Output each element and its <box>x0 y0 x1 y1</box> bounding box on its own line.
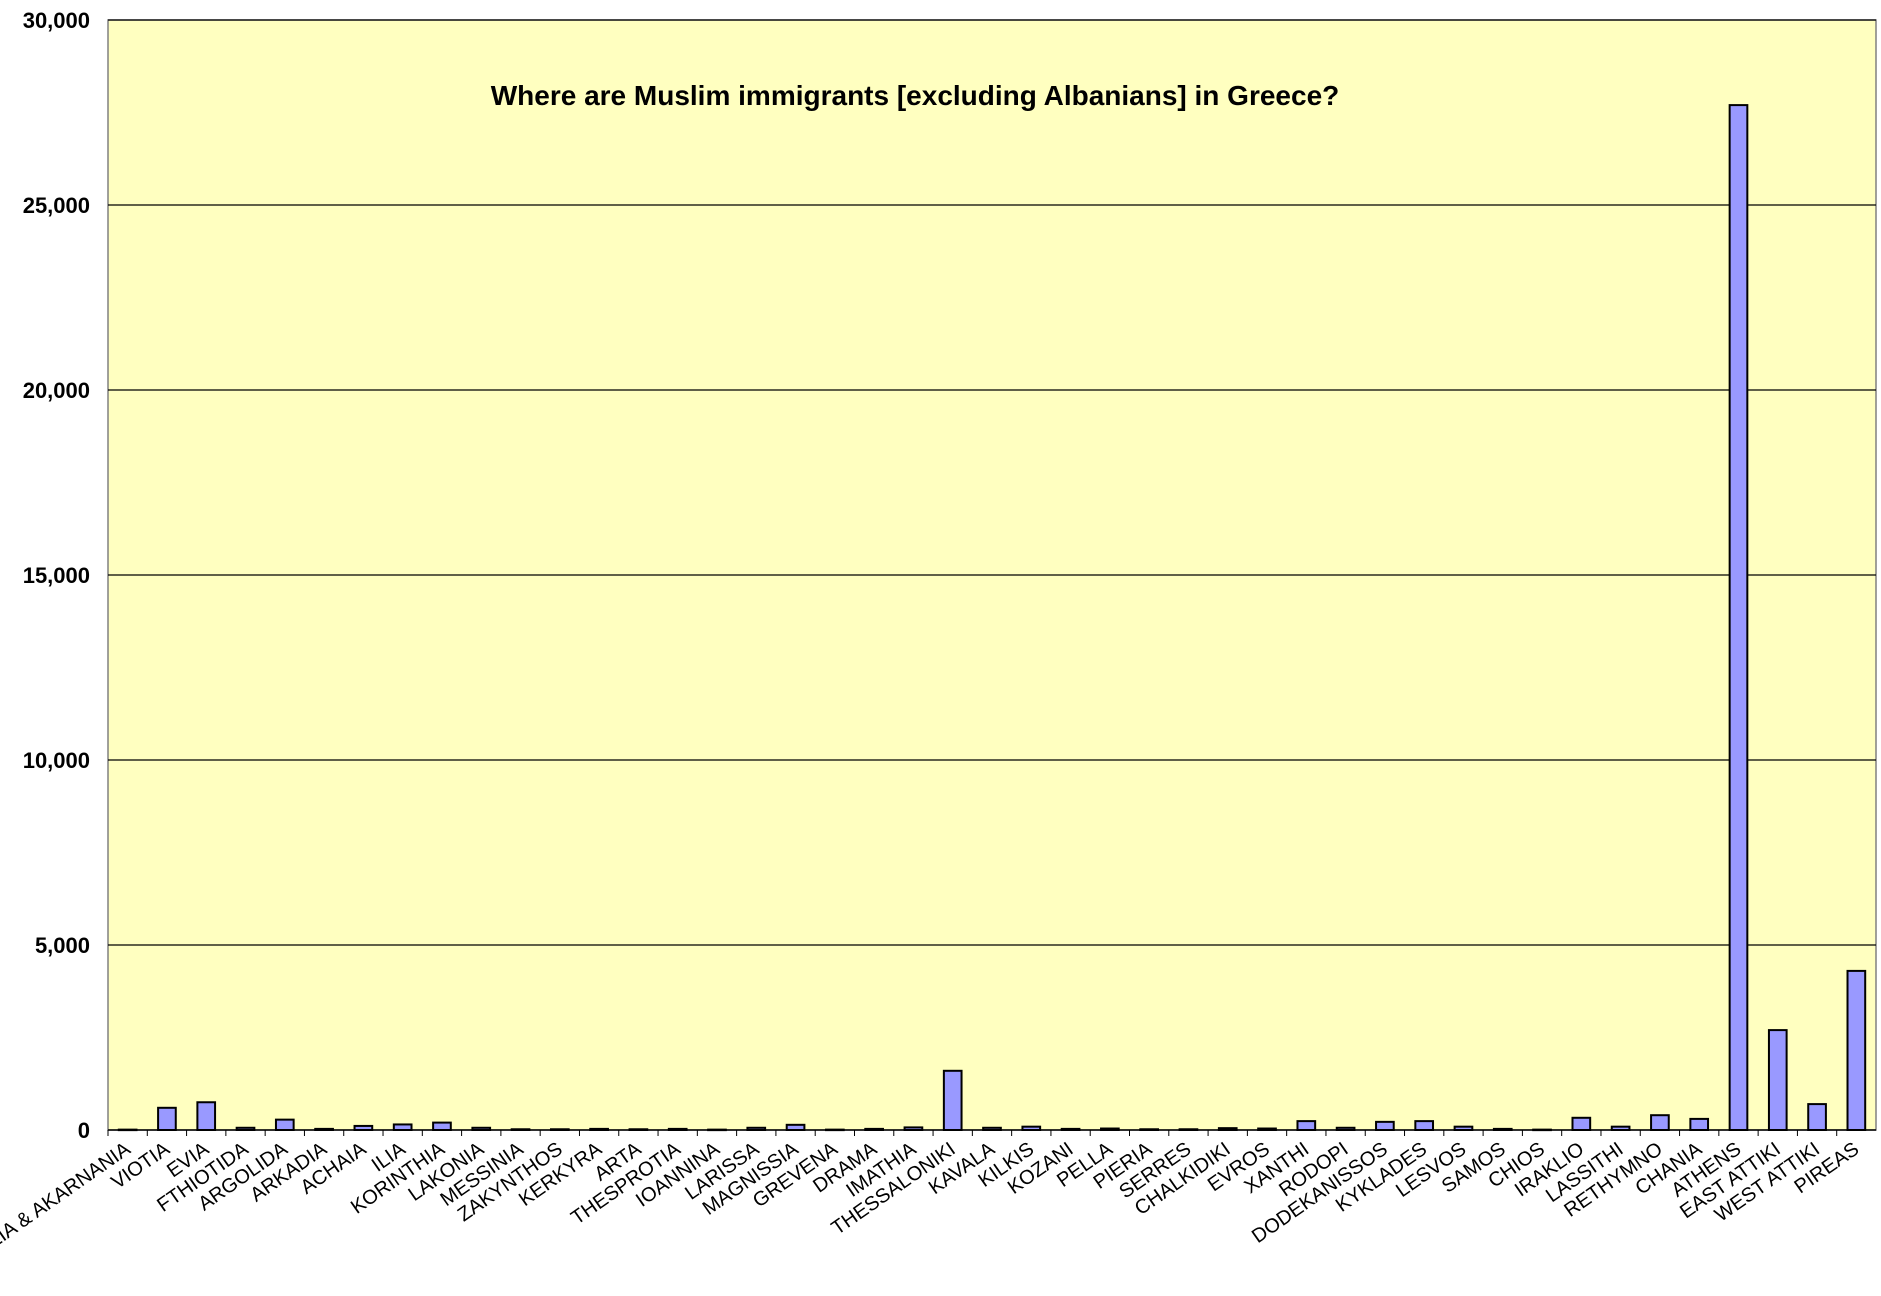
bar <box>1689 1117 1710 1132</box>
bar <box>1846 969 1867 1132</box>
bar <box>1335 1126 1356 1132</box>
bar <box>1375 1120 1395 1131</box>
bar <box>1139 1128 1159 1132</box>
y-tick-label: 30,000 <box>23 8 90 33</box>
bar <box>785 1123 806 1131</box>
bars <box>117 104 1867 1132</box>
bar <box>1217 1127 1238 1132</box>
bar <box>1414 1120 1435 1131</box>
bar <box>157 1106 177 1132</box>
bar <box>196 1101 217 1131</box>
bar <box>628 1128 649 1132</box>
bar <box>903 1126 924 1132</box>
bar <box>982 1126 1002 1132</box>
y-tick-label: 5,000 <box>35 933 90 958</box>
x-tick-label: AITOLIA & AKARNANIA <box>0 1138 135 1279</box>
bar <box>1296 1120 1317 1131</box>
bar <box>667 1127 688 1132</box>
bar <box>825 1128 845 1132</box>
bar <box>549 1128 570 1132</box>
y-axis-tick-labels: 0 5,000 10,000 15,000 20,000 25,000 30,000 <box>23 8 90 1143</box>
y-tick-label: 10,000 <box>23 748 90 773</box>
bar <box>942 1069 963 1132</box>
y-tick-label: 0 <box>78 1118 90 1143</box>
bar <box>392 1123 413 1131</box>
y-tick-label: 15,000 <box>23 563 90 588</box>
bar <box>1571 1116 1592 1132</box>
bar <box>1178 1128 1199 1132</box>
bar <box>274 1118 295 1132</box>
bar <box>1453 1125 1474 1132</box>
bar <box>1100 1127 1120 1132</box>
bar <box>1532 1128 1552 1132</box>
bar <box>1650 1114 1670 1131</box>
bar <box>1767 1029 1788 1131</box>
bar <box>510 1128 531 1132</box>
y-tick-label: 25,000 <box>23 193 90 218</box>
bar <box>1060 1127 1081 1132</box>
bar <box>864 1127 884 1132</box>
bar <box>1807 1103 1827 1131</box>
bar <box>1257 1127 1277 1132</box>
bar <box>471 1126 492 1132</box>
bar <box>1610 1125 1631 1132</box>
bar <box>117 1128 138 1132</box>
bar <box>589 1127 609 1132</box>
bar <box>1728 104 1749 1132</box>
chart-title: Where are Muslim immigrants [excluding A… <box>491 80 1340 111</box>
bar <box>707 1128 727 1132</box>
bar <box>1021 1125 1042 1132</box>
bar <box>314 1127 334 1132</box>
bar <box>353 1124 374 1132</box>
bar <box>1492 1127 1513 1132</box>
bar <box>746 1126 767 1132</box>
y-tick-label: 20,000 <box>23 378 90 403</box>
bar <box>235 1126 256 1132</box>
bar <box>432 1121 452 1131</box>
x-axis-tick-labels: AITOLIA & AKARNANIAVIOTIAEVIAFTHIOTIDAAR… <box>0 1130 1863 1279</box>
